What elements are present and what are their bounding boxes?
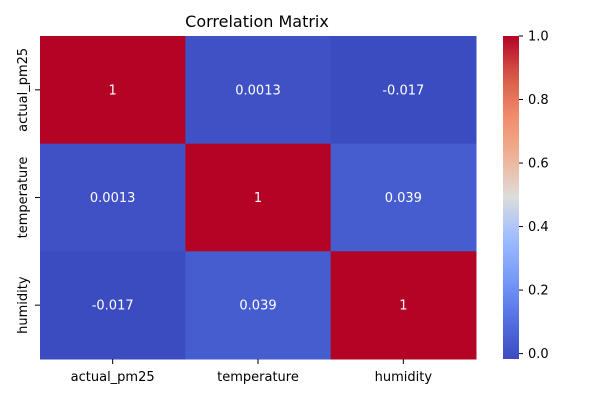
cell-value-label-0-0: 1 (109, 83, 117, 98)
cell-value-label-2-1: 0.039 (239, 299, 276, 314)
column-label-humidity: humidity (375, 370, 433, 385)
cell-value-label-0-1: 0.0013 (235, 83, 281, 98)
colorbar: 0.0 0.2 0.4 0.6 0.8 1.0 (503, 30, 549, 362)
colorbar-tick-label: 0.8 (528, 93, 549, 108)
row-label-actual_pm25: actual_pm25 (16, 48, 31, 132)
chart-title: Correlation Matrix (185, 12, 329, 31)
heatmap-cell-2-2 (330, 251, 477, 360)
cell-value-label-1-2: 0.039 (385, 191, 422, 206)
colorbar-tick-label: 0.6 (528, 157, 549, 172)
colorbar-tick-label: 0.0 (528, 347, 549, 362)
colorbar-gradient (503, 36, 519, 359)
heatmap-cell-0-1 (185, 36, 332, 145)
heatmap-cell-2-1 (185, 251, 332, 360)
heatmap-cell-1-1 (185, 143, 332, 252)
heatmap-cells (40, 36, 477, 360)
column-label-actual_pm25: actual_pm25 (71, 370, 155, 385)
cell-value-label-0-2: -0.017 (382, 83, 424, 98)
row-label-temperature: temperature (16, 157, 31, 239)
row-label-humidity: humidity (16, 276, 31, 334)
cell-value-label-1-0: 0.0013 (90, 191, 136, 206)
heatmap-cell-1-0 (40, 143, 186, 252)
column-tick-labels: actual_pm25 temperature humidity (71, 359, 433, 385)
cell-value-label-2-2: 1 (399, 299, 407, 314)
colorbar-tick-label: 0.2 (528, 284, 549, 299)
colorbar-tick-label: 1.0 (528, 30, 549, 45)
cell-value-label-1-1: 1 (254, 191, 262, 206)
column-label-temperature: temperature (217, 370, 299, 385)
heatmap-cell-0-2 (330, 36, 477, 145)
cell-annotations: 1 0.0013 -0.017 0.0013 1 0.039 -0.017 0.039 1 (90, 83, 424, 313)
heatmap-cell-2-0 (40, 251, 186, 360)
colorbar-tick-label: 0.4 (528, 220, 549, 235)
row-tick-labels: actual_pm25 temperature humidity (16, 48, 40, 334)
cell-value-label-2-0: -0.017 (92, 299, 134, 314)
heatmap-cell-1-2 (330, 143, 477, 252)
heatmap-cell-0-0 (40, 36, 186, 145)
